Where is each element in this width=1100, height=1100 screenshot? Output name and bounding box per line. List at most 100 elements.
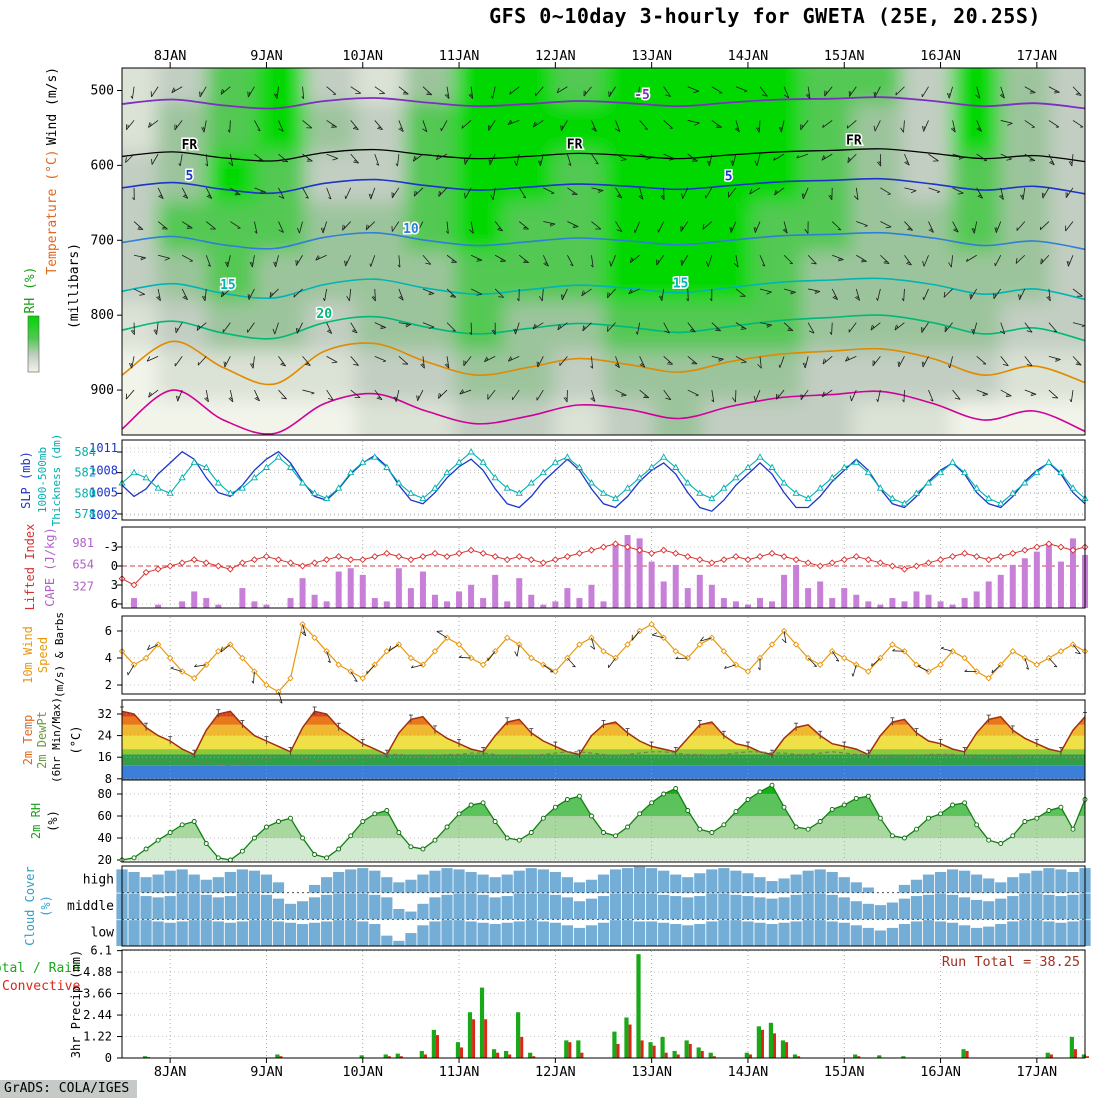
- svg-text:17JAN: 17JAN: [1017, 1064, 1058, 1080]
- svg-text:14JAN: 14JAN: [728, 48, 769, 64]
- svg-text:0: 0: [111, 559, 118, 573]
- svg-text:10m Wind: 10m Wind: [21, 626, 35, 684]
- svg-text:5: 5: [185, 169, 193, 184]
- svg-text:981: 981: [72, 536, 94, 550]
- panel-2m-rh: 80 60 40 20 2m RH (%): [29, 779, 1088, 867]
- svg-text:RH (%): RH (%): [23, 267, 38, 314]
- svg-text:15JAN: 15JAN: [824, 1064, 865, 1080]
- svg-text:10JAN: 10JAN: [342, 48, 383, 64]
- svg-text:(6hr Min/Max): (6hr Min/Max): [50, 697, 63, 783]
- svg-text:(°C): (°C): [69, 726, 83, 755]
- svg-text:800: 800: [91, 308, 114, 323]
- svg-text:FR: FR: [567, 138, 583, 153]
- svg-text:(%): (%): [39, 895, 53, 917]
- svg-text:4: 4: [105, 651, 112, 665]
- svg-text:654: 654: [72, 558, 94, 572]
- panel-slp-thickness: 1011 1008 1005 1002 584 582 580 578 SLP (mb) 1000…: [19, 434, 1089, 527]
- svg-text:2.44: 2.44: [83, 1008, 112, 1022]
- svg-text:11JAN: 11JAN: [439, 48, 480, 64]
- svg-text:20: 20: [98, 853, 112, 867]
- panel-upper-air: -5 FR FR FR 5 5 10 15 15 20 500 600 700 800 900 Wind (m…: [23, 48, 1086, 436]
- svg-text:1.22: 1.22: [83, 1030, 112, 1044]
- svg-text:11JAN: 11JAN: [439, 1064, 480, 1080]
- svg-text:8JAN: 8JAN: [154, 1064, 187, 1080]
- svg-text:10JAN: 10JAN: [342, 1064, 383, 1080]
- svg-text:13JAN: 13JAN: [631, 1064, 672, 1080]
- svg-text:15: 15: [220, 278, 236, 293]
- svg-text:2: 2: [105, 678, 112, 692]
- svg-text:13JAN: 13JAN: [631, 48, 672, 64]
- svg-text:500: 500: [91, 83, 114, 98]
- svg-text:10: 10: [403, 222, 419, 237]
- chart-title: GFS 0~10day 3-hourly for GWETA (25E, 20.…: [489, 4, 1041, 28]
- svg-text:20: 20: [316, 307, 332, 322]
- svg-text:9JAN: 9JAN: [250, 1064, 283, 1080]
- svg-text:Total / Rain: Total / Rain: [0, 961, 80, 976]
- panel-2m-temp: 32 24 16 8 2m Temp 2m DewPt (6hr Min/Max) (°C): [21, 697, 1087, 786]
- svg-text:3hr Precip (mm): 3hr Precip (mm): [69, 950, 83, 1058]
- svg-text:582: 582: [74, 466, 96, 480]
- panel-precip: 6.1 4.88 3.66 2.44 1.22 0 Run Total = 38.25 Tot…: [0, 944, 1089, 1080]
- svg-text:580: 580: [74, 486, 96, 500]
- svg-text:(m/s) & Barbs: (m/s) & Barbs: [53, 612, 66, 698]
- svg-text:1002: 1002: [89, 508, 118, 522]
- svg-text:16JAN: 16JAN: [920, 1064, 961, 1080]
- svg-text:578: 578: [74, 507, 96, 521]
- svg-text:6: 6: [111, 597, 118, 611]
- svg-text:SLP (mb): SLP (mb): [19, 451, 33, 509]
- svg-text:700: 700: [91, 233, 114, 248]
- svg-text:1005: 1005: [89, 486, 118, 500]
- svg-text:1008: 1008: [89, 463, 118, 477]
- grads-credit: GrADS: COLA/IGES: [0, 1080, 138, 1098]
- svg-text:17JAN: 17JAN: [1017, 48, 1058, 64]
- svg-text:16JAN: 16JAN: [920, 48, 961, 64]
- svg-text:FR: FR: [182, 138, 198, 153]
- svg-text:high: high: [83, 872, 114, 887]
- svg-text:5: 5: [725, 170, 733, 185]
- svg-text:15: 15: [673, 277, 689, 292]
- svg-text:24: 24: [98, 729, 112, 743]
- svg-text:16: 16: [98, 750, 112, 764]
- svg-text:4.88: 4.88: [83, 965, 112, 979]
- svg-text:32: 32: [98, 707, 112, 721]
- svg-text:3: 3: [111, 578, 118, 592]
- panel-cloud-cover: high middle low Cloud Cover (%): [23, 865, 1091, 947]
- svg-text:middle: middle: [67, 899, 114, 914]
- svg-text:2m DewPt: 2m DewPt: [35, 711, 49, 769]
- svg-text:-5: -5: [634, 88, 650, 103]
- svg-text:Run Total = 38.25: Run Total = 38.25: [942, 954, 1080, 970]
- svg-text:1000-500mb: 1000-500mb: [36, 447, 49, 513]
- panel-10m-wind: 6 4 2 10m Wind Speed (m/s) & Barbs: [21, 612, 1089, 704]
- svg-text:3.66: 3.66: [83, 987, 112, 1001]
- svg-text:8: 8: [105, 772, 112, 786]
- panel-li-cape: -3 0 3 6 981 654 327 Lifted Index CAPE (J/kg): [23, 524, 1089, 611]
- svg-text:0: 0: [105, 1051, 112, 1065]
- svg-text:900: 900: [91, 383, 114, 398]
- svg-text:Wind (m/s): Wind (m/s): [45, 67, 60, 145]
- svg-text:60: 60: [98, 809, 112, 823]
- svg-text:Thickness (dm): Thickness (dm): [50, 434, 63, 527]
- svg-text:327: 327: [72, 579, 94, 593]
- svg-text:8JAN: 8JAN: [154, 48, 187, 64]
- svg-text:Lifted Index: Lifted Index: [23, 524, 37, 611]
- svg-text:Convective: Convective: [2, 979, 80, 994]
- svg-text:Cloud Cover: Cloud Cover: [23, 866, 37, 945]
- svg-text:2m Temp: 2m Temp: [21, 715, 35, 766]
- svg-text:12JAN: 12JAN: [535, 1064, 576, 1080]
- svg-text:low: low: [91, 926, 115, 941]
- svg-text:12JAN: 12JAN: [535, 48, 576, 64]
- svg-text:2m RH: 2m RH: [29, 803, 43, 839]
- svg-text:9JAN: 9JAN: [250, 48, 283, 64]
- svg-text:6: 6: [105, 624, 112, 638]
- svg-text:14JAN: 14JAN: [728, 1064, 769, 1080]
- svg-text:15JAN: 15JAN: [824, 48, 865, 64]
- svg-text:(millibars): (millibars): [67, 243, 82, 329]
- svg-text:1011: 1011: [89, 441, 118, 455]
- svg-text:-3: -3: [104, 540, 118, 554]
- svg-text:6.1: 6.1: [90, 944, 112, 958]
- svg-text:CAPE (J/kg): CAPE (J/kg): [43, 527, 57, 606]
- svg-text:Temperature (°C): Temperature (°C): [45, 149, 60, 274]
- svg-text:Speed: Speed: [36, 637, 50, 673]
